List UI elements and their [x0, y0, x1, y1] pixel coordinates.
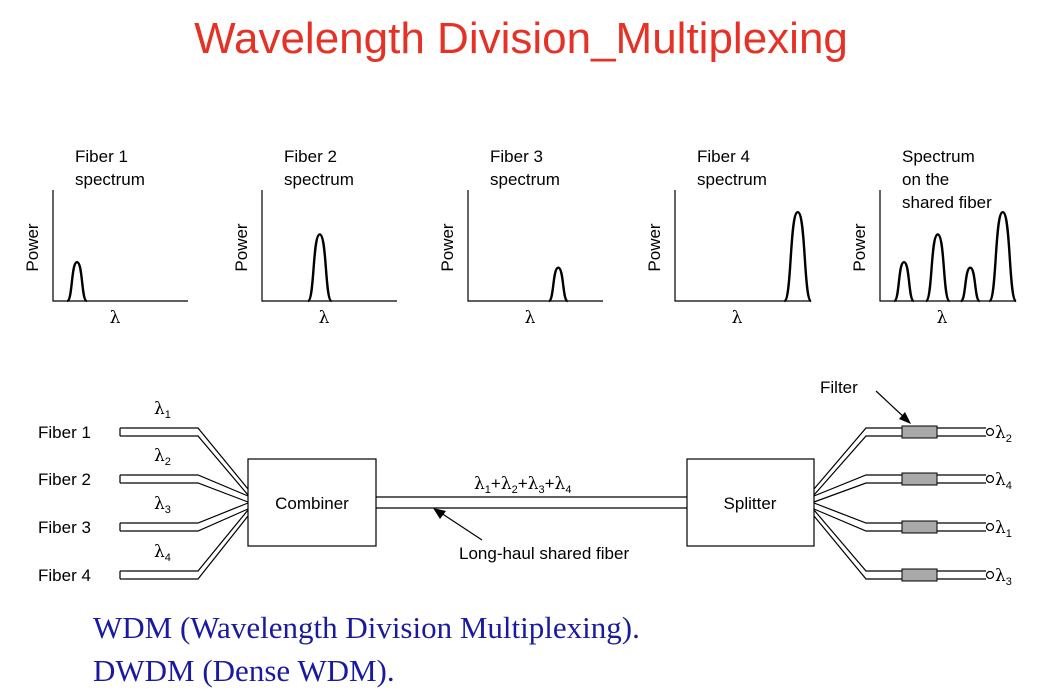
spectrum-panel: Spectrum on the shared fiber Power λ	[850, 147, 1018, 328]
spectrum-peak	[988, 210, 1018, 303]
power-axis-label: Power	[232, 223, 251, 272]
splitter-label: Splitter	[724, 494, 777, 513]
fiber-end	[985, 474, 995, 484]
output-wavelength-label: λ1	[995, 518, 1012, 540]
lambda-axis-label: λ	[110, 308, 121, 328]
input-fiber: Fiber 3 λ3	[38, 494, 249, 537]
note-wdm: WDM (Wavelength Division Multiplexing).	[93, 610, 640, 645]
spectrum-title-line: Fiber 3	[490, 147, 543, 166]
spectrum-peak	[924, 233, 951, 303]
fiber-end	[985, 427, 995, 437]
lambda-axis-label: λ	[525, 308, 536, 328]
shared-fiber-wavelengths: λ1+λ2+λ3+λ4	[474, 474, 571, 496]
long-haul-arrow	[433, 508, 483, 541]
power-axis-label: Power	[23, 223, 42, 272]
input-wavelength-label: λ4	[154, 542, 171, 564]
spectrum-axes	[674, 190, 810, 302]
filter-arrow	[875, 390, 911, 424]
spectrum-title-line: spectrum	[75, 170, 145, 189]
input-wavelength-label: λ3	[154, 494, 171, 516]
output-fibers: λ2 λ4 λ1 λ3	[813, 423, 1012, 588]
spectrum-axes	[52, 190, 188, 302]
spectrum-axes	[879, 190, 1015, 302]
fiber-label: Fiber 1	[38, 423, 91, 442]
input-fiber: Fiber 4 λ4	[38, 509, 249, 585]
spectrum-peak	[306, 233, 333, 303]
spectrum-title-line: Spectrum	[902, 147, 975, 166]
shared-fiber	[376, 496, 687, 509]
input-fiber: Fiber 2 λ2	[38, 446, 249, 503]
power-axis-label: Power	[850, 223, 869, 272]
lambda-axis-label: λ	[937, 308, 948, 328]
combiner-box	[247, 458, 377, 547]
output-wavelength-label: λ4	[995, 470, 1012, 492]
spectrum-peak	[547, 266, 569, 303]
spectrum-peak	[893, 260, 915, 303]
output-fiber: λ4	[813, 470, 1012, 503]
filter-label: Filter	[820, 378, 858, 397]
spectrum-title-line: Fiber 1	[75, 147, 128, 166]
spectrum-axes	[467, 190, 603, 302]
filter-block	[901, 520, 938, 534]
output-fiber: λ2	[813, 423, 1012, 496]
filter-block	[901, 472, 938, 486]
long-haul-label: Long-haul shared fiber	[459, 544, 629, 563]
input-wavelength-label: λ2	[154, 446, 171, 468]
output-wavelength-label: λ3	[995, 566, 1012, 588]
spectrum-panel: Fiber 4 spectrum Power λ	[645, 147, 813, 328]
filter-block	[901, 425, 938, 439]
fiber-label: Fiber 2	[38, 470, 91, 489]
spectrum-axes	[261, 190, 397, 302]
power-axis-label: Power	[438, 223, 457, 272]
splitter-box	[686, 458, 815, 547]
filter-block	[901, 568, 938, 582]
spectrum-title-line: on the	[902, 170, 949, 189]
shared-lambda-1: λ	[474, 474, 485, 494]
note-dwdm: DWDM (Dense WDM).	[93, 653, 395, 688]
spectrum-peak	[959, 266, 981, 303]
spectrum-panel: Fiber 2 spectrum Power λ	[232, 147, 397, 328]
spectrum-title-line: Fiber 4	[697, 147, 750, 166]
power-axis-label: Power	[645, 223, 664, 272]
page-title: Wavelength Division_Multiplexing	[194, 14, 848, 63]
output-fiber: λ3	[813, 509, 1012, 588]
spectrum-title-line: spectrum	[490, 170, 560, 189]
fiber-label: Fiber 4	[38, 566, 91, 585]
output-fiber: λ1	[813, 502, 1012, 540]
combiner-label: Combiner	[275, 494, 349, 513]
input-wavelength-label: λ1	[154, 399, 171, 421]
input-fibers: Fiber 1 λ1 Fiber 2 λ2 Fiber 3 λ3 Fiber 4 λ4	[38, 399, 249, 585]
notes: WDM (Wavelength Division Multiplexing). …	[93, 606, 640, 692]
fiber-end	[985, 522, 995, 532]
input-fiber: Fiber 1 λ1	[38, 399, 249, 496]
spectrum-panel: Fiber 3 spectrum Power λ	[438, 147, 603, 328]
output-wavelength-label: λ2	[995, 423, 1012, 445]
spectrum-peak	[66, 260, 88, 303]
spectrum-peak	[783, 210, 813, 303]
lambda-axis-label: λ	[732, 308, 743, 328]
spectrum-title-line: spectrum	[284, 170, 354, 189]
spectrum-title-line: shared fiber	[902, 193, 992, 212]
lambda-axis-label: λ	[319, 308, 330, 328]
fiber-label: Fiber 3	[38, 518, 91, 537]
spectrum-panels: Fiber 1 spectrum Power λ Fiber 2 spectrum Powe…	[23, 147, 1018, 328]
spectrum-panel: Fiber 1 spectrum Power λ	[23, 147, 188, 328]
fiber-end	[985, 570, 995, 580]
spectrum-title-line: spectrum	[697, 170, 767, 189]
spectrum-title-line: Fiber 2	[284, 147, 337, 166]
